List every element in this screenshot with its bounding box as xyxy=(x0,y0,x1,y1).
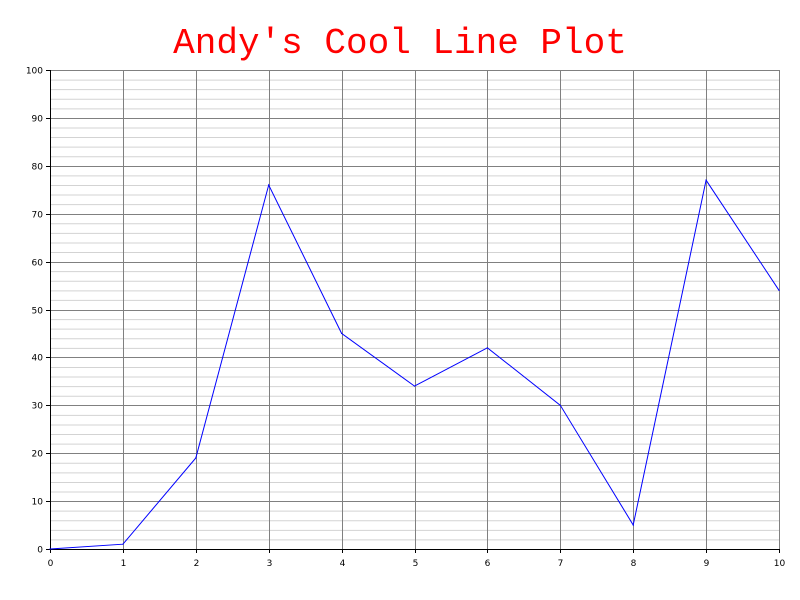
data-point xyxy=(559,404,561,406)
series-line xyxy=(49,178,780,550)
y-tick-label: 60 xyxy=(32,259,44,269)
y-tick-label: 40 xyxy=(32,354,44,364)
y-tick-label: 80 xyxy=(32,163,44,173)
x-tick-label: 6 xyxy=(485,559,491,569)
y-tick-label: 0 xyxy=(37,546,43,556)
x-tick-label: 5 xyxy=(413,559,419,569)
data-point xyxy=(122,543,124,545)
x-tick-label: 7 xyxy=(558,559,564,569)
chart-title: Andy's Cool Line Plot xyxy=(173,23,627,64)
x-tick-label: 2 xyxy=(194,559,200,569)
data-point xyxy=(778,289,780,291)
data-point xyxy=(341,332,343,335)
y-tick-label: 50 xyxy=(32,307,44,317)
y-tick-label: 20 xyxy=(32,450,44,460)
x-tick-label: 8 xyxy=(631,559,637,569)
data-point xyxy=(49,548,51,550)
y-tick-label: 100 xyxy=(26,67,43,77)
y-tick-label: 70 xyxy=(32,211,44,221)
data-point xyxy=(632,524,634,526)
y-tick-label: 90 xyxy=(32,115,44,125)
y-tick-label: 30 xyxy=(32,402,44,412)
x-tick-label: 0 xyxy=(48,559,54,569)
x-tick-label: 3 xyxy=(267,559,273,569)
data-point xyxy=(486,347,488,349)
data-point xyxy=(268,184,270,186)
x-tick-label: 9 xyxy=(704,559,710,569)
data-point xyxy=(413,385,416,387)
x-tick-label: 10 xyxy=(774,559,786,569)
data-point xyxy=(195,457,197,459)
data-point xyxy=(705,179,707,181)
x-tick-label: 4 xyxy=(340,559,346,569)
x-tick-label: 1 xyxy=(121,559,127,569)
y-tick-label: 10 xyxy=(32,498,44,508)
